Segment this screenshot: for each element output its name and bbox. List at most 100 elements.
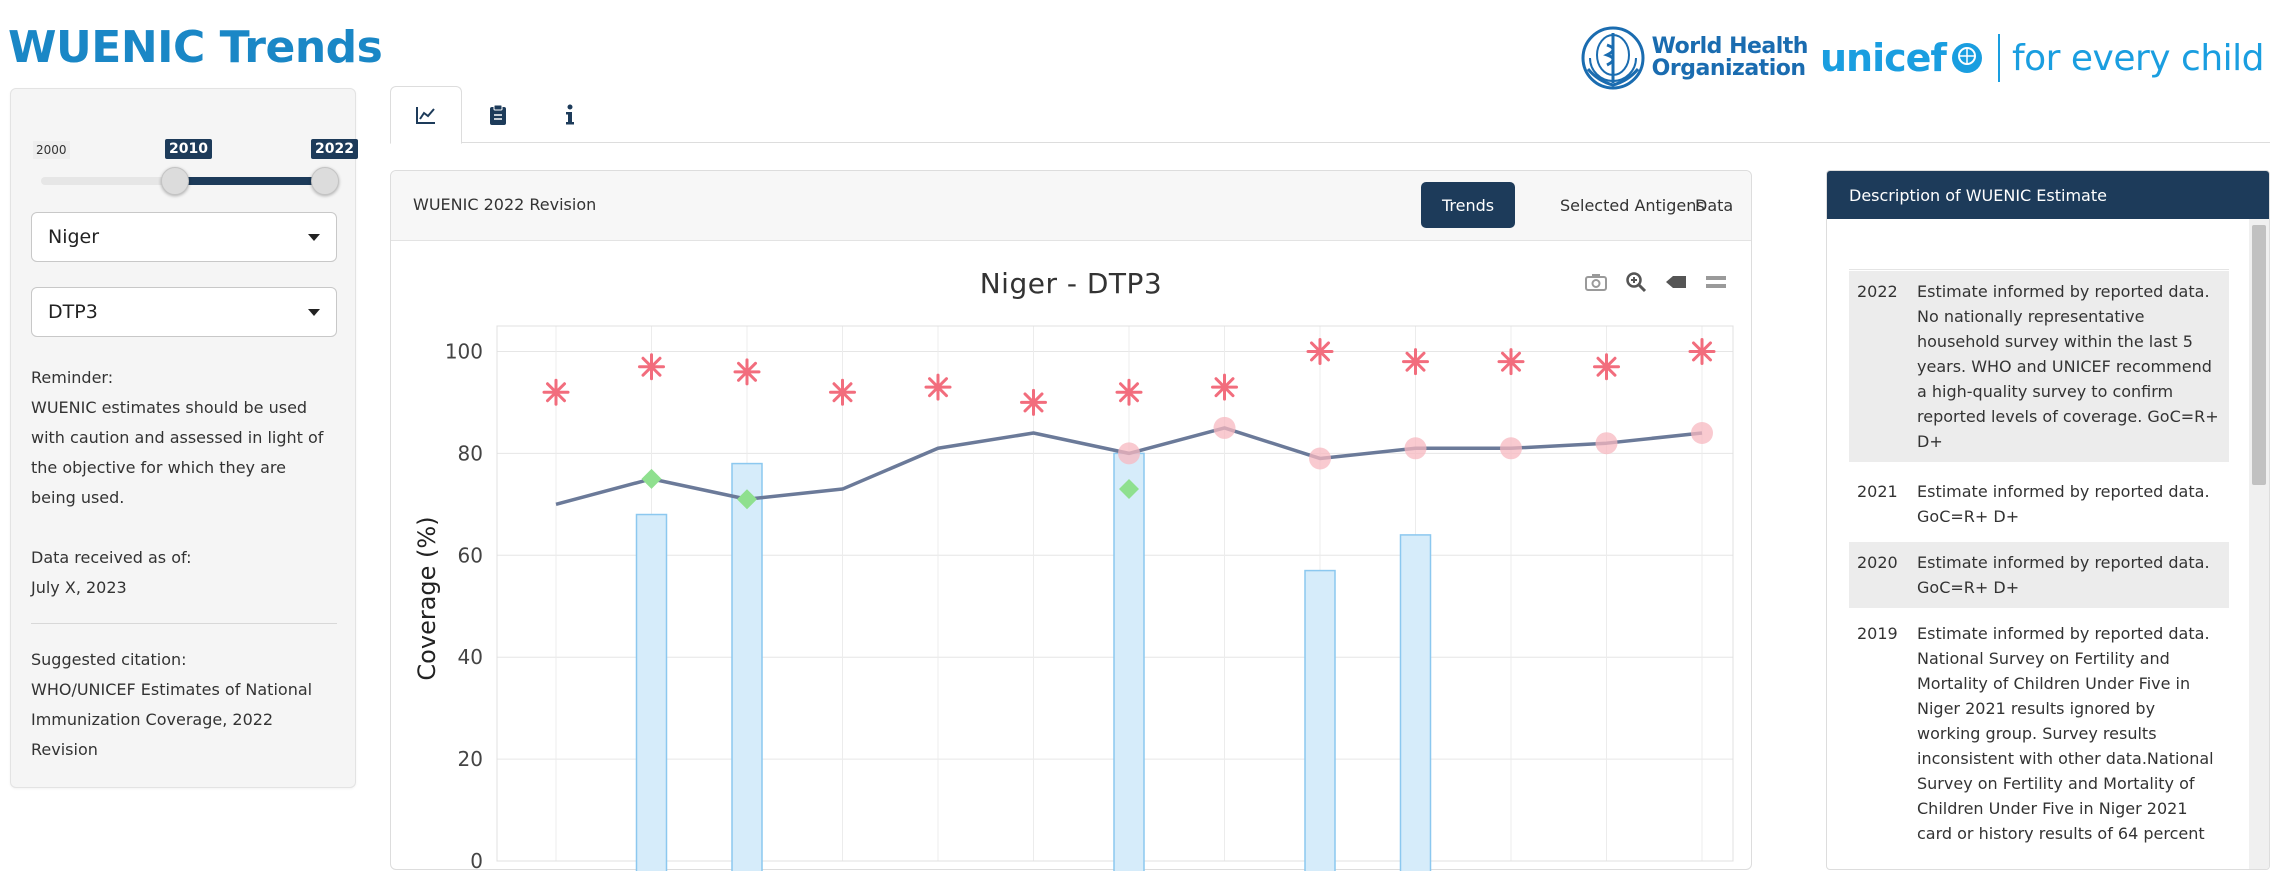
asterisk-point-2010 — [542, 378, 570, 406]
who-emblem-icon — [1581, 26, 1645, 90]
data-received-text: Data received as of: July X, 2023 — [31, 543, 341, 603]
y-tick-label: 40 — [458, 645, 483, 669]
asterisk-point-2016 — [1115, 378, 1143, 406]
y-tick-label: 60 — [458, 543, 483, 567]
description-text: Estimate informed by reported data. No n… — [1917, 282, 2219, 451]
chevron-down-icon — [308, 308, 320, 316]
description-header: Description of WUENIC Estimate — [1827, 171, 2269, 219]
clipboard-icon — [490, 104, 506, 125]
asterisk-point-2019 — [1402, 348, 1429, 376]
card-title: WUENIC 2022 Revision — [413, 195, 597, 214]
asterisk-point-2011 — [638, 353, 665, 381]
card-header: WUENIC 2022 Revision Trends Selected Ant… — [391, 171, 1751, 241]
description-scrollbar[interactable] — [2249, 219, 2269, 869]
chart-title: Niger - DTP3 — [979, 267, 1163, 300]
tab-trends-chart[interactable] — [390, 86, 462, 144]
unicef-logo: unicef — [1820, 36, 1984, 80]
partner-logos: World Health Organization unicef for eve… — [1580, 26, 2265, 90]
slider-to-label: 2022 — [311, 139, 358, 159]
antigen-select-value: DTP3 — [48, 301, 98, 323]
coverage-chart[interactable]: 0 20 40 60 80 100 Coverage (%) — [391, 171, 1753, 871]
description-year: 2019 — [1857, 624, 1898, 643]
reminder-text: Reminder: WUENIC estimates should be use… — [31, 363, 341, 513]
asterisk-point-2013 — [829, 378, 856, 406]
y-tick-label: 100 — [445, 339, 483, 363]
bar-2012 — [731, 462, 763, 871]
asterisk-stroke — [832, 382, 853, 403]
camera-icon[interactable] — [1585, 273, 1607, 291]
menu-icon[interactable] — [1705, 274, 1727, 290]
info-icon — [566, 104, 574, 124]
asterisk-point-2014 — [924, 373, 952, 401]
description-text: Estimate informed by reported data. Nati… — [1917, 624, 2214, 843]
data-received-date: July X, 2023 — [31, 578, 127, 597]
description-year: 2022 — [1857, 282, 1898, 301]
bar-2018 — [1304, 569, 1336, 871]
trends-card: WUENIC 2022 Revision Trends Selected Ant… — [390, 170, 1753, 871]
pill-selected-antigens[interactable]: Selected Antigens — [1560, 195, 1705, 215]
description-divider — [1849, 269, 2229, 270]
line-chart-icon — [416, 107, 435, 124]
zoom-icon[interactable] — [1625, 271, 1647, 293]
asterisk-stroke — [1692, 341, 1712, 362]
description-year: 2020 — [1857, 553, 1898, 572]
antigen-select[interactable]: DTP3 — [31, 287, 337, 337]
description-text: Estimate informed by reported data. GoC=… — [1917, 553, 2210, 597]
tab-clipboard[interactable] — [462, 86, 534, 143]
reminder-line: being used. — [31, 488, 125, 507]
diamond-point-2016 — [1119, 479, 1139, 500]
reminder-line: Reminder: — [31, 368, 114, 387]
description-year: 2021 — [1857, 482, 1898, 501]
scrollbar-thumb[interactable] — [2252, 225, 2266, 485]
y-tick-label: 0 — [470, 849, 483, 871]
slider-selected-range — [175, 177, 325, 185]
circle-point-2019 — [1404, 437, 1427, 460]
slider-from-label: 2010 — [165, 139, 212, 159]
asterisk-stroke — [928, 377, 948, 398]
citation-text: Suggested citation: WHO/UNICEF Estimates… — [31, 645, 341, 765]
asterisk-point-2021 — [1593, 353, 1620, 381]
year-range-slider[interactable]: 2000 2010 2022 — [31, 139, 358, 199]
bar-2019 — [1399, 534, 1432, 871]
country-select[interactable]: Niger — [31, 212, 337, 262]
y-tick-label: 80 — [458, 441, 483, 465]
reminder-line: with caution and assessed in light of — [31, 428, 324, 447]
citation-line: Suggested citation: — [31, 650, 187, 669]
pill-trends[interactable]: Trends — [1421, 182, 1516, 228]
app-title: WUENIC Trends — [8, 22, 383, 73]
description-row-2021: 2021 Estimate informed by reported data. … — [1849, 471, 2229, 537]
asterisk-stroke — [737, 361, 757, 382]
bar-2016 — [1113, 452, 1145, 871]
unicef-wordmark: unicef — [1819, 36, 1947, 80]
who-wordmark: World Health Organization — [1651, 34, 1809, 81]
data-received-label: Data received as of: — [31, 548, 192, 567]
slider-to-handle[interactable] — [311, 167, 339, 195]
asterisk-point-2018 — [1306, 337, 1334, 365]
asterisk-point-2015 — [1020, 388, 1047, 416]
who-line-1: World Health — [1651, 34, 1809, 59]
tab-info[interactable] — [534, 86, 606, 143]
circle-point-2018 — [1309, 447, 1331, 470]
reminder-line: the objective for which they are — [31, 458, 286, 477]
chevron-down-icon — [308, 233, 320, 241]
asterisk-stroke — [1596, 356, 1617, 377]
asterisk-stroke — [1310, 341, 1330, 362]
asterisk-stroke — [1405, 351, 1426, 372]
diamond-point-2012 — [737, 489, 757, 510]
slider-from-handle[interactable] — [161, 167, 189, 195]
y-axis-label: Coverage (%) — [413, 516, 441, 680]
citation-line: WHO/UNICEF Estimates of National — [31, 680, 313, 699]
circle-point-2020 — [1500, 437, 1522, 460]
country-select-value: Niger — [48, 226, 100, 248]
reminder-line: WUENIC estimates should be used — [31, 398, 308, 417]
who-line-2: Organization — [1651, 56, 1806, 81]
description-row-2022: 2022 Estimate informed by reported data. … — [1849, 271, 2229, 462]
sidebar-divider — [31, 623, 337, 624]
asterisk-point-2012 — [733, 358, 761, 386]
chart-modebar — [1585, 271, 1727, 293]
asterisk-stroke — [1214, 377, 1235, 398]
pan-icon[interactable] — [1665, 275, 1687, 289]
pill-data[interactable]: Data — [1695, 195, 1734, 215]
asterisk-stroke — [1119, 382, 1139, 403]
diamond-point-2011 — [641, 468, 662, 489]
